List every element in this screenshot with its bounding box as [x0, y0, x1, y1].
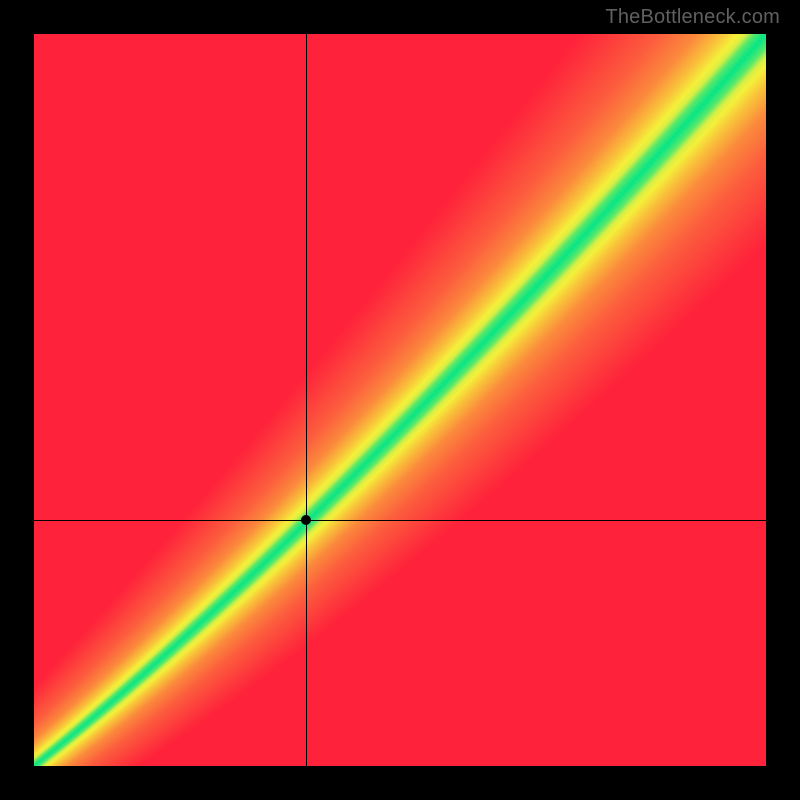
crosshair-vertical — [306, 34, 307, 766]
watermark-text: TheBottleneck.com — [605, 6, 780, 29]
chart-container: TheBottleneck.com — [0, 0, 800, 800]
crosshair-marker — [301, 515, 311, 525]
heatmap-canvas — [34, 34, 766, 766]
crosshair-horizontal — [34, 520, 766, 521]
chart-area — [34, 34, 766, 766]
